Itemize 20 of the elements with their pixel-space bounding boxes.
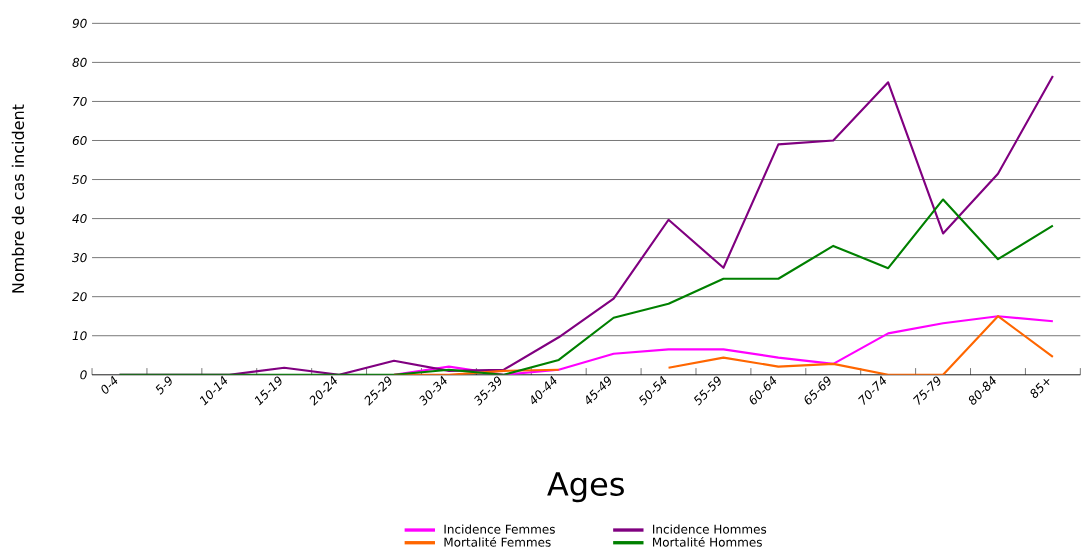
x-axis-title: Ages (547, 472, 624, 503)
legend-label: Mortalité Hommes (653, 537, 762, 547)
x-tick-label: 0-4 (101, 375, 118, 395)
x-tick-label: 5-9 (155, 376, 172, 395)
x-tick-label: 85+ (1030, 379, 1050, 399)
y-tick-label: 60 (72, 136, 87, 146)
y-tick-label: 70 (73, 97, 87, 107)
legend-label: Incidence Hommes (653, 524, 767, 535)
legend-label: Incidence Femmes (444, 524, 555, 535)
y-tick-label: 90 (72, 19, 87, 29)
y-tick-label: 0 (80, 370, 87, 380)
line-series (392, 315, 1054, 376)
y-tick-label: 10 (72, 331, 87, 341)
y-axis-title: Nombre de cas incident (11, 104, 25, 293)
legend-label: Mortalité Femmes (444, 537, 551, 547)
y-tick-label: 50 (72, 175, 87, 185)
y-tick-label: 40 (72, 214, 87, 224)
y-tick-label: 20 (72, 292, 87, 302)
y-tick-label: 80 (72, 58, 87, 68)
y-tick-label: 30 (72, 253, 87, 263)
